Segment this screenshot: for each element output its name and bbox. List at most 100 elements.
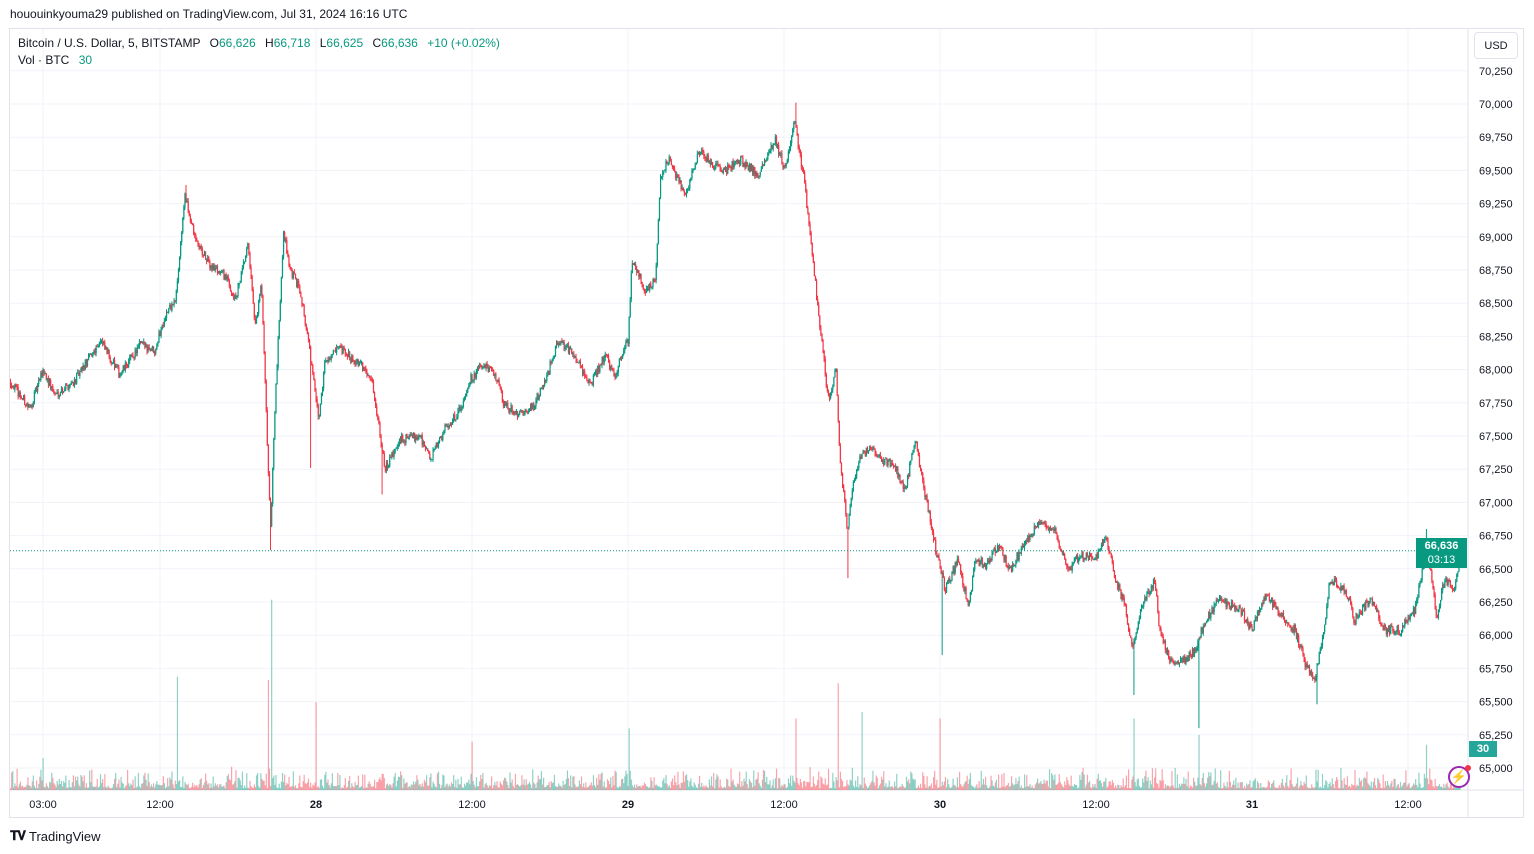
candle-body [548, 370, 550, 375]
candle [1262, 599, 1264, 607]
volume-bar [318, 787, 320, 790]
volume-bar [244, 785, 246, 790]
candle [505, 400, 507, 407]
candle [251, 274, 253, 292]
candle-body [55, 393, 57, 395]
volume-bar [545, 786, 547, 790]
candle-body [240, 271, 242, 281]
candle-body [1209, 611, 1211, 618]
volume-bar [1336, 777, 1338, 790]
candle [413, 432, 415, 439]
volume-bar [1235, 777, 1237, 790]
candle [939, 559, 941, 569]
volume-bar [145, 779, 147, 790]
candle-body [1024, 543, 1026, 548]
volume-bar [833, 781, 835, 790]
candle-body [676, 174, 678, 179]
volume-bar [1037, 778, 1039, 790]
candle [1187, 655, 1189, 663]
volume-bar [190, 786, 193, 790]
candle-body [935, 539, 937, 553]
volume-bar [121, 782, 123, 790]
volume-bar [23, 787, 25, 790]
volume-bar [246, 773, 248, 790]
volume-bar [93, 786, 95, 790]
volume-bar [260, 773, 262, 790]
candle [1073, 557, 1076, 564]
candle-body [342, 347, 344, 354]
candle-body [215, 266, 218, 268]
volume-bar [1080, 779, 1082, 790]
volume-bar [1110, 784, 1112, 790]
candle-body [645, 288, 648, 293]
volume-bar [487, 787, 489, 790]
candle-body [500, 387, 502, 391]
candle [494, 373, 496, 379]
candle [687, 187, 689, 194]
candle [200, 243, 202, 252]
candle-body [132, 355, 134, 358]
candle [641, 281, 643, 288]
volume-bar [748, 778, 751, 790]
candle-body [821, 333, 823, 341]
candle-body [231, 291, 233, 293]
volume-bar [1424, 778, 1427, 790]
candle [890, 459, 892, 467]
candle-body [63, 391, 65, 393]
volume-bar [1355, 786, 1357, 790]
candle-body [40, 372, 42, 380]
volume-bar [307, 778, 310, 790]
candle-body [635, 264, 637, 269]
candle-body [37, 384, 39, 392]
candle-body [755, 172, 757, 177]
candle-body [995, 551, 998, 553]
volume-bar [265, 773, 267, 790]
volume-bar [279, 788, 281, 790]
volume-bar [67, 787, 69, 790]
candle-body [706, 154, 708, 162]
volume-bar [1182, 784, 1184, 790]
candle-body [811, 242, 813, 256]
candle-body [1064, 553, 1066, 559]
candle [1063, 550, 1065, 556]
candle [1069, 566, 1071, 571]
volume-bar [111, 787, 114, 790]
candle [1185, 656, 1187, 666]
candle [963, 583, 965, 592]
candle-body [1173, 663, 1175, 665]
candle-body [83, 365, 85, 370]
candle [277, 335, 279, 371]
candle-body [1019, 552, 1021, 554]
candle-body [749, 163, 752, 171]
candle [1152, 578, 1155, 591]
candle-body [693, 169, 695, 171]
volume-bar [998, 774, 1000, 790]
candle [99, 338, 102, 345]
candle [456, 413, 458, 420]
volume-bar [364, 774, 366, 790]
candle [1013, 563, 1015, 567]
volume-bar [160, 785, 162, 790]
volume-bar [942, 785, 944, 790]
volume-bar [1123, 787, 1125, 790]
candle-body [1108, 547, 1110, 553]
candle-body [351, 355, 353, 362]
candle [111, 362, 114, 365]
candle-body [524, 410, 526, 413]
volume-bar [962, 786, 964, 790]
candle-body [1263, 596, 1265, 604]
volume-bar [202, 784, 205, 790]
volume-bar [1370, 781, 1372, 790]
volume-bar [1232, 784, 1234, 790]
volume-bar [233, 783, 235, 790]
volume-bar [1236, 788, 1238, 790]
volume-bar [817, 780, 819, 790]
candle [561, 338, 563, 343]
volume-bar [1106, 787, 1108, 790]
candle [753, 165, 755, 177]
candle [988, 557, 990, 564]
volume-bar [50, 782, 52, 790]
candle [872, 445, 874, 452]
candle-body [747, 166, 749, 171]
